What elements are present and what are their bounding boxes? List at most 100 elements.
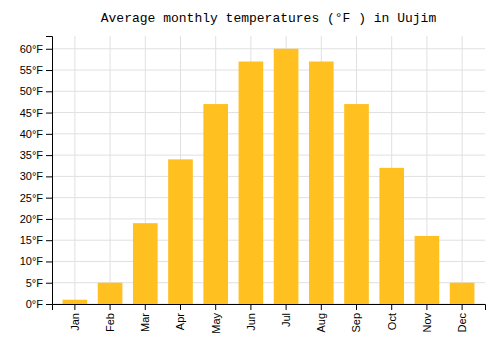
y-tick-label: 35°F — [20, 149, 44, 161]
x-tick-mark — [110, 304, 111, 310]
y-tick-mark — [46, 49, 52, 50]
y-tick-mark — [46, 304, 52, 305]
grid-line-x — [462, 36, 463, 304]
title: Average monthly temperatures (°F ) in Uu… — [101, 11, 437, 26]
x-tick: Aug — [315, 304, 327, 333]
x-tick-mark — [462, 304, 463, 310]
x-tick: Sep — [350, 304, 362, 333]
grid-line-x — [110, 36, 111, 304]
grid-line-y — [52, 112, 485, 113]
x-tick: Nov — [421, 304, 433, 333]
y-tick: 60°F — [20, 43, 52, 55]
x-tick-mark — [250, 304, 251, 310]
y-tick-label: 0°F — [26, 298, 44, 310]
x-tick-label: Mar — [139, 313, 151, 332]
x-tick-label: Apr — [174, 313, 186, 330]
bar — [98, 283, 123, 304]
plot: Jan Feb Mar Apr May Jun Jul Aug Sep Oct Nov Dec 0°F 5… — [20, 36, 486, 334]
y-tick: 30°F — [20, 170, 52, 182]
y-tick-mark — [46, 283, 52, 284]
x-tick: Apr — [174, 304, 186, 330]
x-tick-label: Jul — [280, 313, 292, 327]
x-tick: Jul — [280, 304, 292, 327]
y-axis: 0°F 5°F 10°F 15°F 20°F 25°F 30°F 35°F 40°F 45°F 50… — [20, 37, 53, 311]
x-tick-mark — [391, 304, 392, 310]
x-tick-mark — [356, 304, 357, 310]
y-tick-label: 20°F — [20, 213, 44, 225]
y-tick-mark — [46, 91, 52, 92]
y-tick-label: 40°F — [20, 128, 44, 140]
x-tick-label: Aug — [315, 313, 327, 333]
y-tick: 15°F — [20, 234, 52, 246]
y-tick-mark — [46, 70, 52, 71]
x-tick-label: May — [210, 313, 222, 334]
grid-line-y — [52, 48, 485, 49]
x-tick-mark — [426, 304, 427, 310]
y-tick: 35°F — [20, 149, 52, 161]
x-tick: Dec — [456, 304, 468, 333]
y-tick: 20°F — [20, 213, 52, 225]
grid-line-y — [52, 197, 485, 198]
x-tick-mark — [286, 304, 287, 310]
y-axis-line — [46, 37, 53, 305]
chart: Jan Feb Mar Apr May Jun Jul Aug Sep Oct Nov Dec 0°F 5… — [0, 0, 500, 350]
y-tick: 10°F — [20, 255, 52, 267]
y-tick: 45°F — [20, 107, 52, 119]
x-tick-label: Nov — [421, 313, 433, 333]
y-tick-label: 50°F — [20, 85, 44, 97]
bar — [239, 62, 264, 304]
grid-line-y — [52, 91, 485, 92]
y-tick: 25°F — [20, 192, 52, 204]
y-tick-label: 10°F — [20, 255, 44, 267]
x-tick-mark — [145, 304, 146, 310]
grid-line-y — [52, 133, 485, 134]
bar — [309, 62, 334, 304]
x-tick-label: Jun — [245, 313, 257, 331]
x-tick-label: Feb — [104, 313, 116, 332]
y-tick: 40°F — [20, 128, 52, 140]
x-tick: Oct — [386, 304, 398, 330]
y-tick: 5°F — [26, 277, 52, 289]
y-tick-label: 45°F — [20, 107, 44, 119]
grid-line-y — [52, 70, 485, 71]
bar — [344, 104, 369, 304]
grid-line-y — [52, 218, 485, 219]
y-tick: 0°F — [26, 298, 52, 310]
x-tick: Jan — [69, 304, 81, 331]
y-tick-mark — [46, 155, 52, 156]
x-tick-mark — [215, 304, 216, 310]
y-tick-mark — [46, 134, 52, 135]
grid — [52, 36, 485, 304]
y-tick: 55°F — [20, 64, 52, 76]
x-tick-mark — [321, 304, 322, 310]
x-tick-mark — [74, 304, 75, 310]
y-tick-label: 60°F — [20, 43, 44, 55]
bars — [63, 49, 475, 304]
x-axis-line — [53, 305, 486, 311]
x-tick-label: Dec — [456, 313, 468, 333]
y-tick: 50°F — [20, 85, 52, 97]
x-tick: Feb — [104, 304, 116, 332]
bar — [203, 104, 228, 304]
y-tick-label: 15°F — [20, 234, 44, 246]
y-tick-label: 25°F — [20, 192, 44, 204]
bar — [415, 236, 440, 304]
y-tick-label: 55°F — [20, 64, 44, 76]
bar — [450, 283, 475, 304]
bar — [63, 300, 88, 304]
y-tick-mark — [46, 113, 52, 114]
x-tick: Jun — [245, 304, 257, 331]
y-tick-mark — [46, 176, 52, 177]
grid-line-y — [52, 176, 485, 177]
y-tick-mark — [46, 240, 52, 241]
x-tick-label: Jan — [69, 313, 81, 331]
x-tick: Mar — [139, 304, 151, 332]
x-axis: Jan Feb Mar Apr May Jun Jul Aug Sep Oct Nov Dec — [53, 304, 486, 334]
x-tick-mark — [180, 304, 181, 310]
y-tick-mark — [46, 198, 52, 199]
bar — [379, 168, 404, 304]
x-tick-label: Oct — [386, 313, 398, 330]
x-tick: May — [210, 304, 222, 334]
x-tick-label: Sep — [350, 313, 362, 333]
bar — [133, 223, 158, 304]
